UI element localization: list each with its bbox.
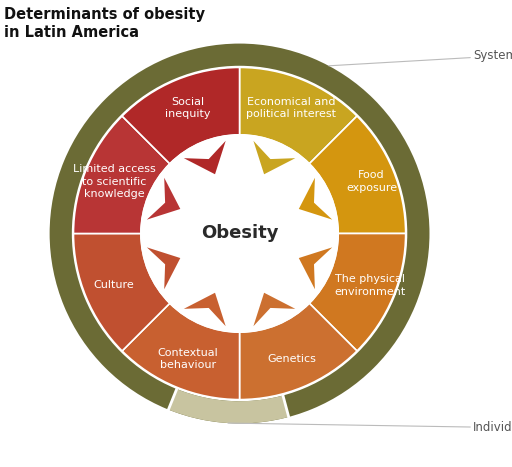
- Text: Contextual
behaviour: Contextual behaviour: [157, 347, 218, 370]
- Wedge shape: [50, 43, 430, 424]
- Polygon shape: [253, 293, 295, 326]
- Text: Limited access
to scientific
knowledge: Limited access to scientific knowledge: [73, 164, 156, 199]
- Wedge shape: [122, 67, 240, 164]
- Text: Genetics: Genetics: [267, 354, 316, 364]
- Text: The physical
environment: The physical environment: [334, 274, 406, 297]
- Wedge shape: [74, 234, 170, 351]
- Wedge shape: [122, 303, 240, 400]
- Polygon shape: [253, 141, 295, 174]
- Text: Obesity: Obesity: [201, 225, 279, 242]
- Text: Economical and
political interest: Economical and political interest: [246, 97, 336, 120]
- Wedge shape: [240, 67, 357, 164]
- Polygon shape: [184, 141, 226, 174]
- Polygon shape: [147, 178, 180, 219]
- Text: Food
exposure: Food exposure: [346, 170, 397, 193]
- Wedge shape: [309, 234, 406, 351]
- Polygon shape: [147, 248, 180, 289]
- Wedge shape: [74, 116, 170, 234]
- Wedge shape: [240, 303, 357, 400]
- Text: Culture: Culture: [94, 280, 135, 290]
- Polygon shape: [299, 248, 332, 289]
- Text: Individual: Individual: [228, 421, 512, 434]
- Text: Systemic: Systemic: [329, 50, 512, 66]
- Polygon shape: [184, 293, 226, 326]
- Circle shape: [141, 135, 338, 332]
- Text: Social
inequity: Social inequity: [165, 97, 210, 120]
- Circle shape: [180, 174, 299, 293]
- Text: Determinants of obesity
in Latin America: Determinants of obesity in Latin America: [5, 7, 205, 40]
- Wedge shape: [168, 389, 289, 424]
- Polygon shape: [299, 178, 332, 219]
- Wedge shape: [309, 116, 406, 234]
